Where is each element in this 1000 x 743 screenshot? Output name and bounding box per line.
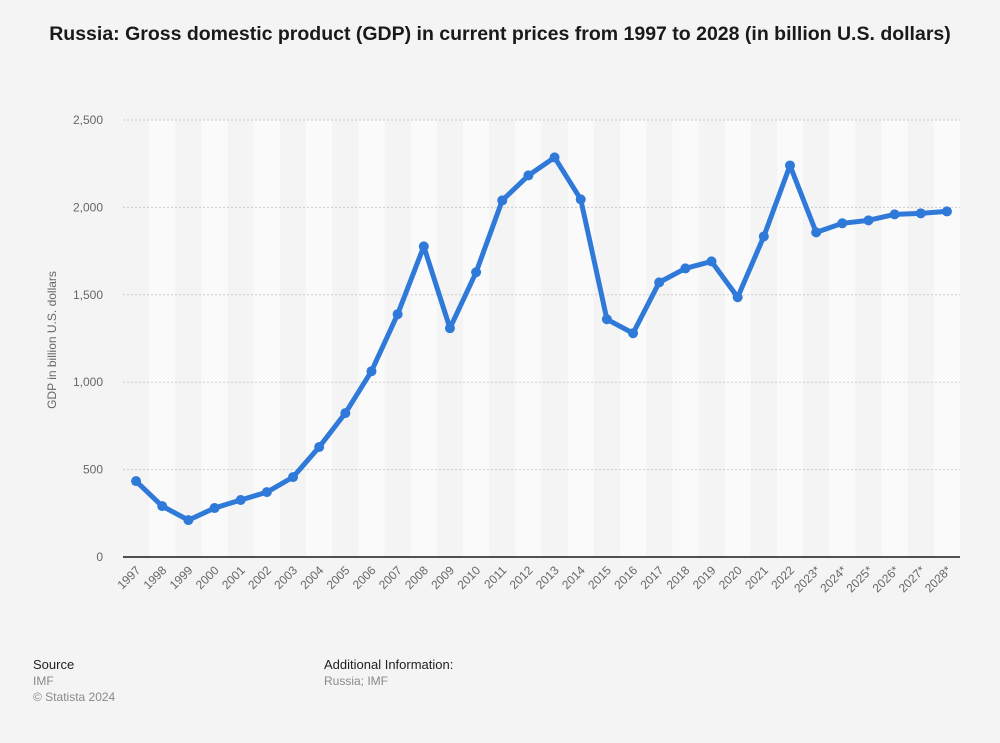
x-tick-label: 2012 <box>507 563 536 592</box>
category-band <box>201 120 228 557</box>
category-band <box>829 120 856 557</box>
category-band <box>253 120 280 557</box>
data-point <box>915 208 926 219</box>
series-line-gdp <box>133 154 950 523</box>
x-tick-label: 2002 <box>245 563 274 592</box>
data-point <box>889 209 900 220</box>
category-band <box>724 120 751 557</box>
chart-title: Russia: Gross domestic product (GDP) in … <box>49 23 951 45</box>
y-tick-labels: 0 500 1,000 1,500 2,000 2,500 <box>73 113 103 564</box>
x-tick-label: 2014 <box>559 563 588 592</box>
y-tick-label: 1,000 <box>73 375 103 389</box>
x-tick-label: 2013 <box>533 563 562 592</box>
x-tick-label: 2021 <box>742 563 771 592</box>
category-band <box>567 120 594 557</box>
gridlines <box>123 119 960 471</box>
x-tick-label: 2016 <box>611 563 640 592</box>
category-band <box>881 120 908 557</box>
source-label: Source <box>33 657 75 672</box>
x-tick-label: 2026* <box>870 563 902 595</box>
x-tick-label: 2005 <box>324 563 353 592</box>
category-band <box>358 120 385 557</box>
data-point <box>314 442 325 453</box>
category-band <box>933 120 960 557</box>
x-tick-label: 2007 <box>376 563 405 592</box>
source-block: Source IMF © Statista 2024 <box>33 657 115 705</box>
x-tick-label: 2017 <box>638 563 667 592</box>
x-tick-label: 2018 <box>664 563 693 592</box>
data-point <box>811 227 822 238</box>
additional-info-value: Russia; IMF <box>324 674 389 688</box>
x-tick-label: 2009 <box>428 563 457 592</box>
data-point <box>235 495 246 506</box>
x-tick-label: 2010 <box>454 563 483 592</box>
x-tick-label: 2019 <box>690 563 719 592</box>
data-point <box>732 292 743 303</box>
data-point <box>366 366 377 377</box>
data-point <box>654 277 665 288</box>
additional-info-label: Additional Information: <box>324 657 454 672</box>
category-band <box>619 120 647 557</box>
data-point <box>601 314 612 325</box>
data-point <box>418 241 429 252</box>
data-point <box>340 408 351 419</box>
data-point <box>261 487 272 498</box>
data-point <box>157 501 168 512</box>
data-point <box>209 503 220 514</box>
data-point <box>863 215 874 226</box>
data-point <box>392 309 403 320</box>
category-band <box>306 120 333 557</box>
x-tick-label: 1997 <box>114 563 143 592</box>
x-tick-label: 1998 <box>141 563 170 592</box>
data-point <box>549 152 560 163</box>
x-tick-label: 2001 <box>219 563 248 592</box>
data-point <box>471 267 482 278</box>
x-tick-label: 2028* <box>922 563 954 595</box>
data-point <box>575 194 586 205</box>
y-tick-label: 2,000 <box>73 200 103 214</box>
data-point <box>628 328 639 339</box>
y-axis-label: GDP in billion U.S. dollars <box>45 271 59 409</box>
data-point <box>523 170 534 181</box>
copyright[interactable]: © Statista 2024 <box>33 690 116 704</box>
data-point <box>758 231 769 242</box>
x-tick-label: 2015 <box>585 563 614 592</box>
data-point <box>497 195 508 206</box>
category-band <box>515 120 542 557</box>
x-tick-label: 2023* <box>791 563 823 595</box>
y-tick-label: 500 <box>83 463 103 477</box>
x-tick-label: 2003 <box>271 563 300 592</box>
x-tick-label: 1999 <box>167 563 196 592</box>
data-point <box>183 515 194 526</box>
x-tick-labels: 1997199819992000200120022003200420052006… <box>114 563 954 595</box>
data-points <box>131 152 952 526</box>
x-tick-label: 2006 <box>350 563 379 592</box>
y-tick-label: 1,500 <box>73 288 103 302</box>
source-value[interactable]: IMF <box>33 674 54 688</box>
data-point <box>784 160 795 171</box>
x-tick-label: 2027* <box>896 563 928 595</box>
data-point <box>941 206 952 217</box>
data-point <box>837 218 848 229</box>
x-tick-label: 2011 <box>481 563 509 591</box>
additional-info-block: Additional Information: Russia; IMF <box>324 657 453 689</box>
x-tick-label: 2008 <box>402 563 431 592</box>
x-tick-label: 2000 <box>193 563 222 592</box>
x-tick-label: 2024* <box>817 563 849 595</box>
data-point <box>680 263 691 274</box>
data-point <box>288 472 299 483</box>
y-tick-label: 0 <box>96 550 103 564</box>
x-tick-label: 2004 <box>298 563 327 592</box>
category-band <box>149 120 176 557</box>
category-band <box>410 120 437 557</box>
category-band <box>672 120 699 557</box>
x-tick-label: 2020 <box>716 563 745 592</box>
category-band <box>463 120 490 557</box>
y-tick-label: 2,500 <box>73 113 103 127</box>
data-point <box>131 476 142 487</box>
data-point <box>706 256 717 267</box>
x-tick-label: 2025* <box>843 563 875 595</box>
data-point <box>444 323 455 334</box>
